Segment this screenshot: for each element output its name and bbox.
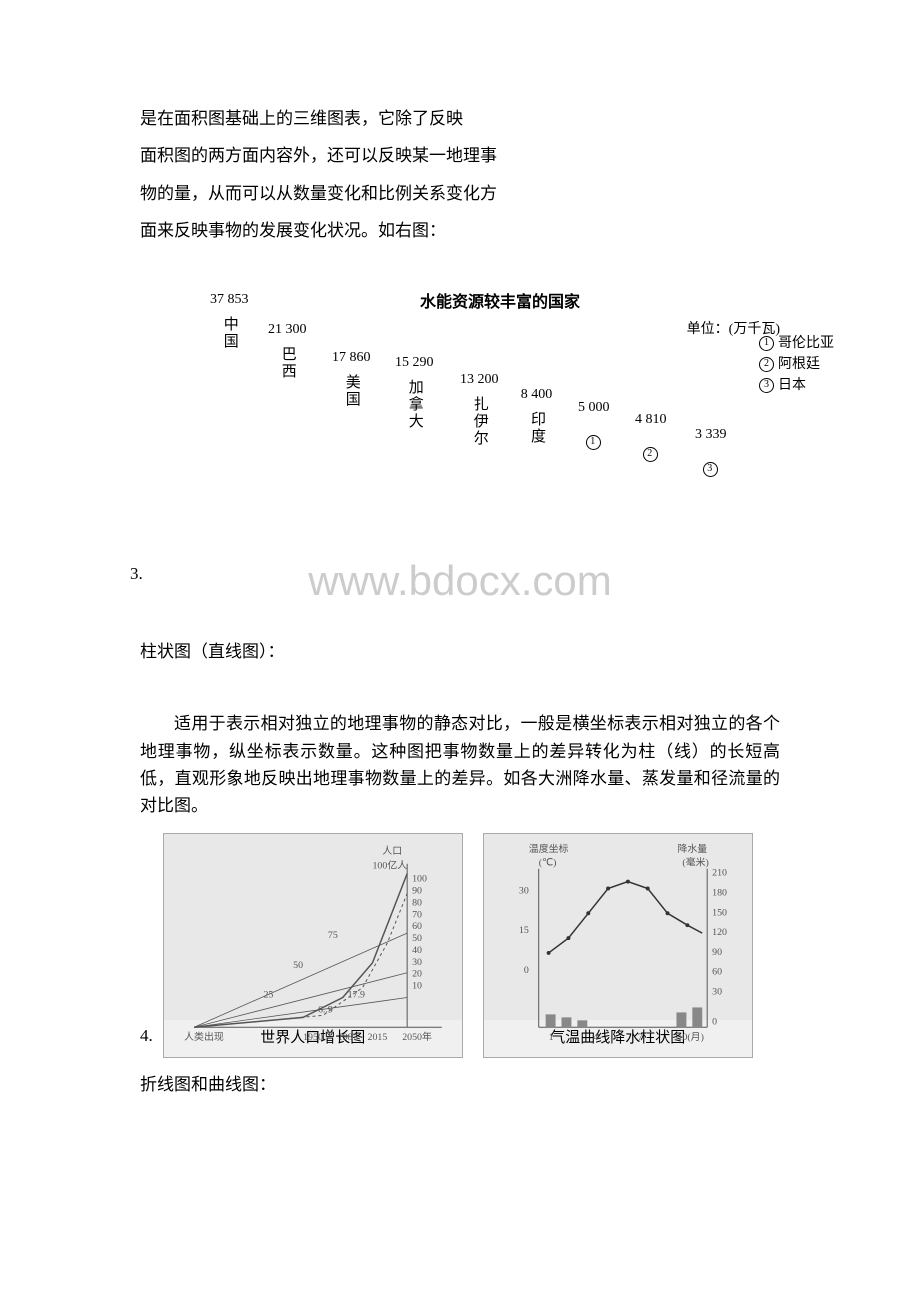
svg-text:(℃): (℃) [538,858,556,869]
svg-text:(毫米): (毫米) [682,856,708,869]
bar-label-1: 巴西 [271,346,304,380]
bar-item-5: 8 400印度 [520,380,553,446]
pop-ylabel: 人口 [382,845,402,857]
hydropower-bar-chart: 水能资源较丰富的国家 单位：(万千瓦) 1 哥伦比亚 2 阿根廷 3 日本 37… [180,285,820,485]
bar-value-3: 15 290 [395,348,434,379]
circle-3-icon: 3 [759,378,774,393]
bar-value-0: 37 853 [210,285,249,316]
bar-label-2: 美国 [335,374,368,408]
climate-chart: 温度坐标 (℃) 降水量 (毫米) 30 15 0 210 180 150 12… [483,833,753,1058]
intro-line-1: 是在面积图基础上的三维图表，它除了反映 [140,100,780,137]
bar-item-0: 37 853中国 [210,285,249,351]
svg-text:15: 15 [519,925,529,936]
bar-item-8: 3 3393 [695,420,727,485]
image-row-container: 4. 人口 100亿人 100 90 80 70 60 [140,819,780,1058]
watermark: 3. www.bdocx.com [140,535,780,627]
svg-text:120: 120 [712,927,727,938]
intro-line-2: 面积图的两方面内容外，还可以反映某一地理事 [140,137,780,174]
svg-text:30: 30 [412,957,422,968]
bar-value-2: 17 860 [332,343,371,374]
svg-text:25: 25 [263,990,273,1001]
svg-text:180: 180 [712,888,727,899]
section-3-number: 3. [130,555,143,592]
bar-label-4: 扎伊尔 [463,396,496,447]
svg-text:6..9: 6..9 [318,1004,333,1015]
svg-text:2050年: 2050年 [402,1030,432,1043]
svg-text:80: 80 [412,897,422,908]
bar-label-8: 3 [703,451,718,484]
svg-text:100: 100 [412,874,427,885]
bar-value-7: 4 810 [635,405,667,436]
svg-text:1987: 1987 [338,1032,358,1043]
svg-text:60: 60 [712,967,722,978]
svg-text:150: 150 [712,907,727,918]
intro-paragraph: 是在面积图基础上的三维图表，它除了反映 面积图的两方面内容外，还可以反映某一地理… [140,100,780,250]
legend-item-2: 2 阿根廷 [759,354,834,375]
svg-text:40: 40 [412,945,422,956]
svg-text:人类出现: 人类出现 [184,1030,224,1043]
svg-text:0: 0 [524,965,529,976]
svg-text:30: 30 [712,987,722,998]
bar-item-3: 15 290加拿大 [395,348,434,431]
svg-text:30: 30 [519,886,529,897]
bar-item-7: 4 8102 [635,405,667,470]
intro-line-4: 面来反映事物的发展变化状况。如右图： [140,212,780,249]
population-chart-sketch: 人口 100亿人 100 90 80 70 60 50 40 30 [164,834,462,1057]
bar-item-1: 21 300巴西 [268,315,307,381]
chart-legend: 1 哥伦比亚 2 阿根廷 3 日本 [759,333,834,396]
svg-text:4: 4 [593,1032,598,1043]
bar-value-6: 5 000 [578,393,610,424]
section-4-number: 4. [140,1017,153,1054]
climate-chart-sketch: 温度坐标 (℃) 降水量 (毫米) 30 15 0 210 180 150 12… [484,834,752,1057]
section-3-body: 适用于表示相对独立的地理事物的静态对比，一般是横坐标表示相对独立的各个地理事物，… [140,710,780,819]
circle-1-icon: 1 [759,336,774,351]
svg-text:2015: 2015 [367,1032,387,1043]
legend-text-2: 阿根廷 [778,354,820,375]
intro-line-3: 物的量，从而可以从数量变化和比例关系变化方 [140,175,780,212]
svg-text:20: 20 [412,969,422,980]
section-4-title: 折线图和曲线图： [140,1066,780,1103]
bar-label-7: 2 [643,436,658,469]
svg-text:1950: 1950 [303,1032,323,1043]
svg-text:50: 50 [412,933,422,944]
svg-text:10: 10 [412,981,422,992]
svg-text:17.9: 17.9 [347,990,364,1001]
svg-text:90: 90 [712,947,722,958]
svg-text:210: 210 [712,868,727,879]
legend-text-3: 日本 [778,375,806,396]
bar-label-6: 1 [586,424,601,457]
svg-text:降水量: 降水量 [677,842,707,855]
watermark-text: www.bdocx.com [308,557,611,604]
bar-label-3: 加拿大 [398,379,431,430]
svg-text:1: 1 [548,1032,553,1043]
svg-text:60: 60 [412,921,422,932]
svg-text:温度坐标: 温度坐标 [529,842,569,855]
svg-text:0: 0 [712,1016,717,1027]
legend-item-1: 1 哥伦比亚 [759,333,834,354]
legend-text-1: 哥伦比亚 [778,333,834,354]
bar-value-8: 3 339 [695,420,727,451]
bar-item-4: 13 200扎伊尔 [460,365,499,448]
bar-label-5: 印度 [520,411,553,445]
bar-value-5: 8 400 [521,380,553,411]
bar-item-6: 5 0001 [578,393,610,458]
bar-value-4: 13 200 [460,365,499,396]
circle-2-icon: 2 [759,357,774,372]
svg-text:50: 50 [293,960,303,971]
svg-text:70: 70 [412,909,422,920]
svg-text:90: 90 [412,886,422,897]
population-growth-chart: 人口 100亿人 100 90 80 70 60 50 40 30 [163,833,463,1058]
bar-label-0: 中国 [213,316,246,350]
svg-text:10(月): 10(月) [677,1031,703,1043]
svg-text:7: 7 [638,1032,643,1043]
legend-item-3: 3 日本 [759,375,834,396]
section-3-title: 柱状图（直线图）： [140,633,780,670]
chart-title: 水能资源较丰富的国家 [420,285,580,320]
pop-yunit: 100亿人 [372,859,407,872]
svg-text:75: 75 [328,930,338,941]
bar-item-2: 17 860美国 [332,343,371,409]
bar-value-1: 21 300 [268,315,307,346]
